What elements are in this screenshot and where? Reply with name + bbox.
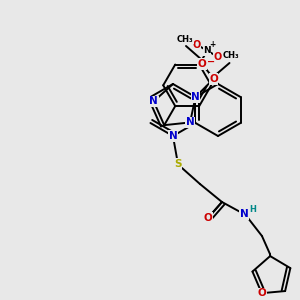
Text: O: O (257, 288, 266, 298)
Text: N: N (240, 209, 248, 219)
Text: S: S (174, 159, 182, 169)
Text: O: O (193, 40, 201, 50)
Text: H: H (250, 205, 256, 214)
Text: CH₃: CH₃ (177, 34, 193, 43)
Text: O: O (204, 213, 212, 223)
Text: +: + (209, 40, 215, 49)
Text: N: N (191, 92, 200, 102)
Text: N: N (149, 96, 158, 106)
Text: O: O (214, 52, 222, 62)
Text: −: − (206, 57, 215, 67)
Text: CH₃: CH₃ (222, 52, 239, 61)
Text: N: N (186, 117, 194, 128)
Text: O: O (209, 74, 218, 84)
Text: O: O (198, 59, 206, 69)
Text: N: N (169, 131, 177, 141)
Text: N: N (203, 46, 211, 55)
